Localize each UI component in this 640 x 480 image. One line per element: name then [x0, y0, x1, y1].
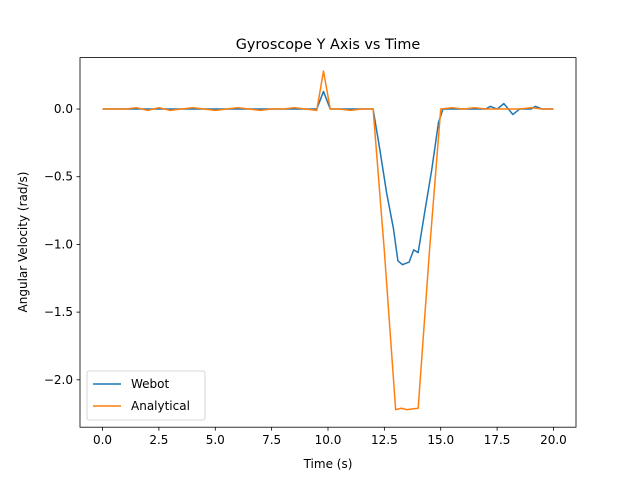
legend: Webot Analytical [86, 370, 206, 421]
y-tick-label: 0.0 [54, 102, 73, 116]
y-tick-label: −1.5 [44, 305, 73, 319]
x-tick-label: 20.0 [540, 433, 567, 447]
legend-label-analytical: Analytical [131, 399, 190, 413]
x-axis: 0.0 2.5 5.0 7.5 10.0 12.5 15.0 17.5 20.0 [93, 427, 567, 447]
legend-label-webot: Webot [131, 377, 170, 391]
plot-area [79, 57, 577, 428]
x-tick-label: 7.5 [262, 433, 281, 447]
series-layer [102, 70, 554, 411]
x-tick-label: 5.0 [206, 433, 225, 447]
chart-title: Gyroscope Y Axis vs Time [236, 37, 421, 53]
x-tick-label: 2.5 [149, 433, 168, 447]
y-tick-label: −1.0 [44, 237, 73, 251]
y-tick-label: −2.0 [44, 373, 73, 387]
x-tick-label: 0.0 [93, 433, 112, 447]
y-axis-title: Angular Velocity (rad/s) [16, 172, 30, 313]
plot-frame [80, 57, 576, 428]
x-tick-label: 17.5 [484, 433, 511, 447]
x-axis-title: Time (s) [303, 457, 353, 471]
x-tick-label: 12.5 [371, 433, 398, 447]
series-line-analytical [102, 70, 554, 411]
y-tick-label: −0.5 [44, 170, 73, 184]
x-tick-label: 10.0 [315, 433, 342, 447]
x-tick-label: 15.0 [427, 433, 454, 447]
y-axis: 0.0 −0.5 −1.0 −1.5 −2.0 [44, 102, 80, 387]
